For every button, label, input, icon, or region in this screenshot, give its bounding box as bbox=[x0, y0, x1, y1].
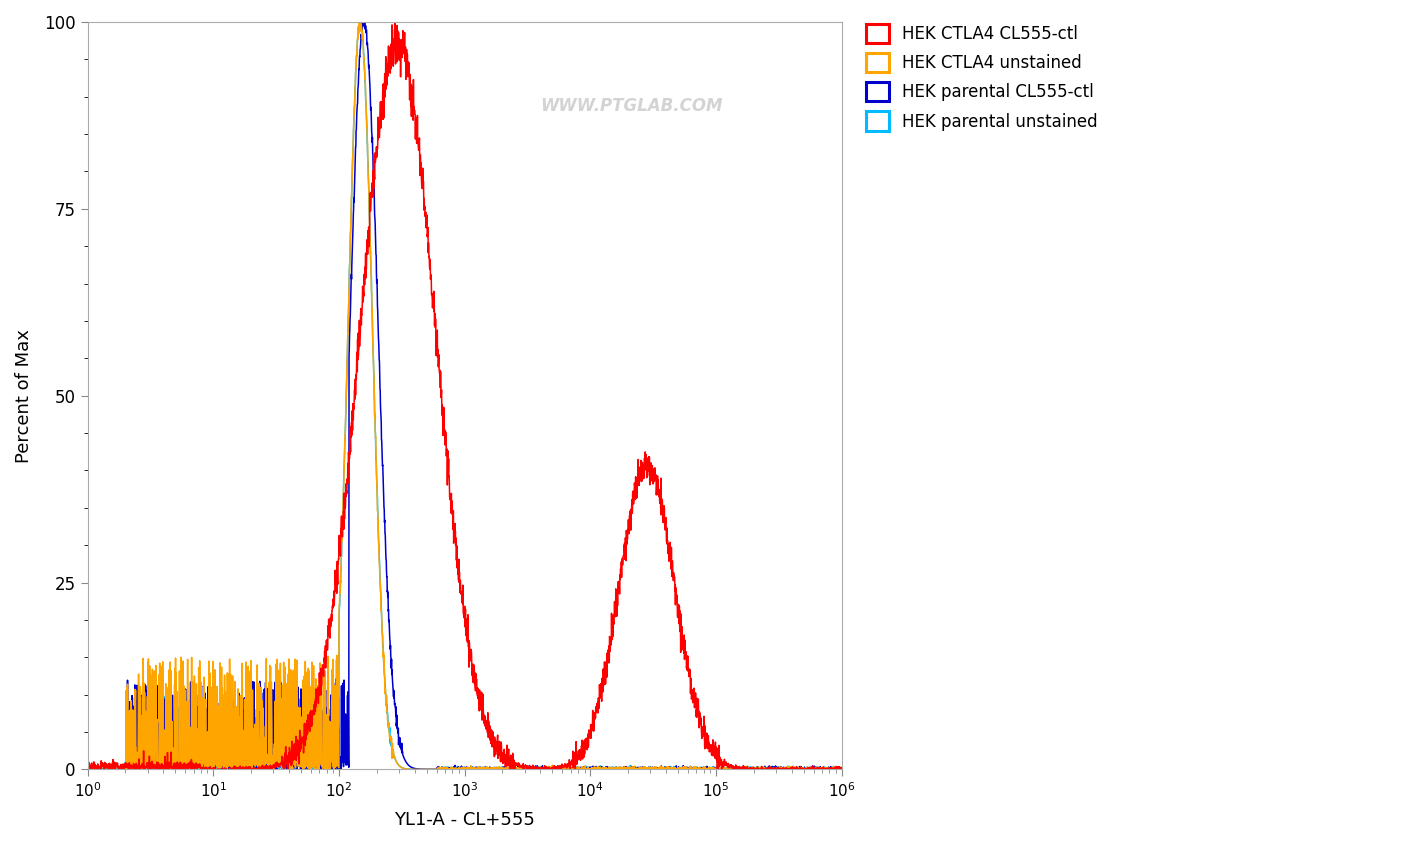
Y-axis label: Percent of Max: Percent of Max bbox=[15, 329, 32, 463]
Text: WWW.PTGLAB.COM: WWW.PTGLAB.COM bbox=[540, 97, 723, 115]
Legend: HEK CTLA4 CL555-ctl, HEK CTLA4 unstained, HEK parental CL555-ctl, HEK parental u: HEK CTLA4 CL555-ctl, HEK CTLA4 unstained… bbox=[858, 15, 1107, 139]
X-axis label: YL1-A - CL+555: YL1-A - CL+555 bbox=[394, 811, 536, 829]
